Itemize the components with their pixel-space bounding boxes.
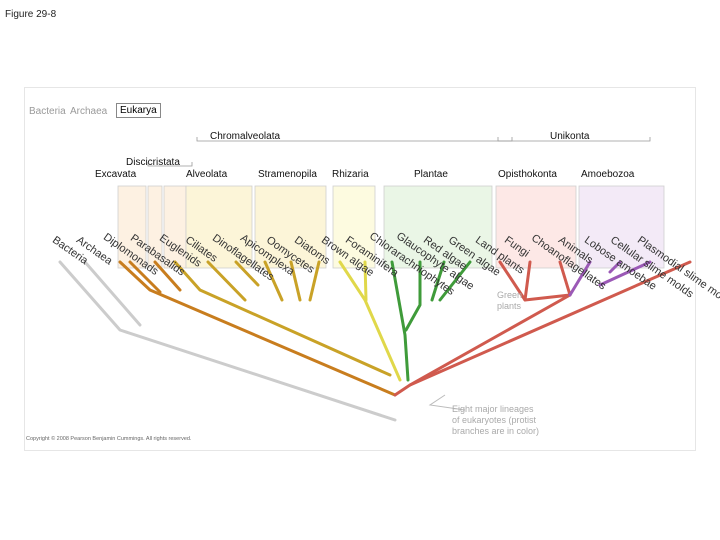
branch-red-algae — [404, 260, 422, 332]
branch-plasmodial-slime-molds — [598, 260, 652, 287]
branch-choanoflagellates — [523, 260, 532, 302]
supergroup-unikonta: Unikonta — [550, 131, 590, 142]
group-box-rhizaria — [332, 185, 376, 269]
branch-archaea — [83, 260, 142, 327]
group-box-amoebozoa — [578, 185, 665, 269]
branch-animals — [558, 260, 572, 297]
branch-dinoflagellates — [206, 260, 247, 302]
supergroup-opisthokonta: Opisthokonta — [498, 169, 557, 180]
chromalveolata-bracket — [196, 137, 513, 142]
branch-green-algae — [430, 260, 446, 302]
domain-label-bacteria: Bacteria — [29, 106, 66, 117]
branch-fungi — [408, 260, 572, 387]
supergroup-plantae: Plantae — [414, 169, 448, 180]
domain-label-eukarya: Eukarya — [116, 103, 161, 118]
branch-diatoms — [289, 260, 302, 302]
group-box-plantae — [383, 185, 493, 269]
branch-parabasalids — [128, 260, 162, 294]
branch-land-plants — [438, 260, 472, 302]
branch-glaucophyte-algae — [390, 260, 410, 382]
unikonta-bracket — [497, 137, 651, 142]
branch-oomycetes — [263, 260, 284, 302]
domain-label-archaea: Archaea — [70, 106, 108, 117]
supergroup-amoebozoa: Amoebozoa — [581, 169, 635, 180]
branch-foraminifera — [338, 260, 402, 382]
branch-ciliates — [173, 260, 392, 377]
branch-brown-algae — [308, 260, 321, 302]
branch-euglenids — [153, 260, 182, 292]
group-box-alveolata — [185, 185, 253, 269]
supergroup-chromalveolata: Chromalveolata — [210, 131, 281, 142]
supergroup-stramenopila: Stramenopila — [258, 169, 317, 180]
copyright-notice: Copyright © 2008 Pearson Benjamin Cummin… — [26, 436, 192, 442]
group-box-excavata-1 — [117, 185, 147, 269]
branch-apicomplexa — [234, 260, 260, 287]
supergroup-excavata: Excavata — [95, 169, 137, 180]
discicristata-bracket — [147, 162, 193, 167]
group-box-stramenopila — [254, 185, 327, 269]
supergroup-alveolata: Alveolata — [186, 169, 228, 180]
branch-eukarya-stem — [393, 260, 692, 397]
branch-bacteria — [58, 260, 397, 422]
supergroup-discicristata: Discicristata — [126, 157, 180, 168]
green-plants-label: Green plants — [497, 290, 523, 311]
group-box-opisthokonta — [495, 185, 577, 269]
branch-lobose-amoebae — [568, 260, 592, 297]
branch-cellular-slime-molds — [608, 260, 622, 274]
annotation-pointer — [428, 394, 466, 411]
figure-title: Figure 29-8 — [5, 9, 57, 20]
group-box-excavata-2 — [147, 185, 163, 269]
eight-lineages-note: Eight major lineages of eukaryotes (prot… — [452, 404, 540, 436]
supergroup-rhizaria: Rhizaria — [332, 169, 369, 180]
branch-diplomonads — [118, 260, 397, 397]
branch-chlorarachniophytes — [363, 260, 368, 302]
